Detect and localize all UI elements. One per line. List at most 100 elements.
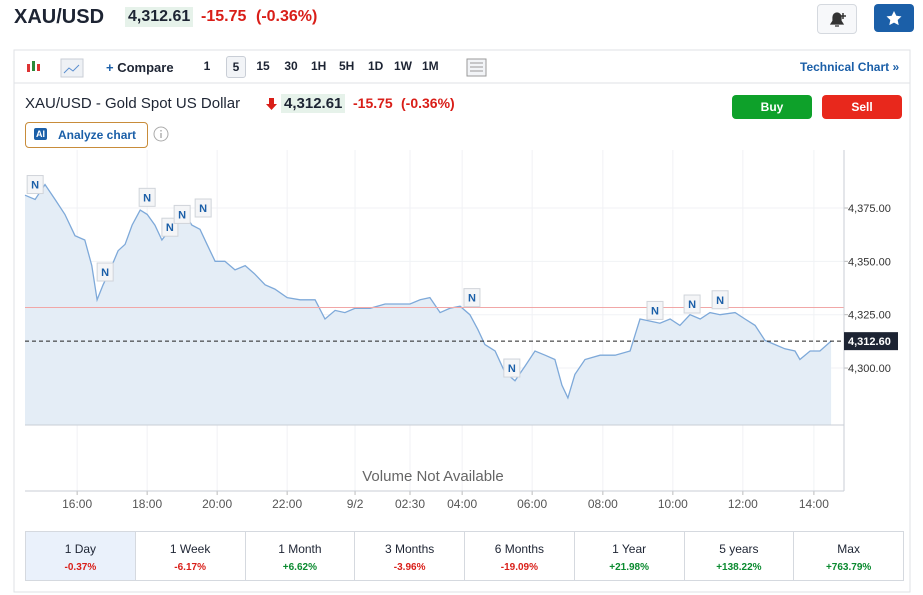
news-marker-label: N	[468, 293, 476, 305]
news-marker-label: N	[716, 295, 724, 307]
watchlist-button[interactable]	[874, 4, 914, 32]
period-label: 3 Months	[384, 542, 435, 556]
instrument-price: 4,312.61	[281, 94, 346, 113]
x-tick-label: 14:00	[799, 497, 829, 511]
last-price-box	[844, 332, 898, 351]
info-icon[interactable]	[153, 126, 171, 144]
period-label: Max	[837, 542, 860, 556]
technical-chart-label: Technical Chart	[800, 60, 890, 74]
volume-note: Volume Not Available	[362, 468, 503, 485]
period-label: 1 Week	[169, 542, 211, 556]
period-label: 5 years	[719, 542, 759, 556]
y-tick-label: 4,375.00	[848, 203, 891, 215]
x-tick-label: 18:00	[132, 497, 162, 511]
news-marker-label: N	[178, 209, 186, 221]
x-tick-label: 04:00	[447, 497, 477, 511]
interval-button[interactable]: 15	[256, 59, 270, 73]
bell-icon	[829, 12, 846, 27]
interval-button[interactable]: 5	[226, 56, 246, 78]
interval-button[interactable]: 1D	[368, 59, 384, 73]
period-cell[interactable]: 6 Months -19.09%	[464, 532, 574, 580]
period-cell[interactable]: 3 Months -3.96%	[354, 532, 464, 580]
period-cell[interactable]: 1 Month +6.62%	[244, 532, 355, 580]
period-change: -19.09%	[500, 562, 538, 573]
period-change: -6.17%	[174, 562, 206, 573]
x-tick-label: 08:00	[588, 497, 618, 511]
interval-button[interactable]: 5H	[339, 59, 355, 73]
x-tick-label: 06:00	[517, 497, 547, 511]
period-label: 1 Month	[278, 542, 322, 556]
news-marker-label: N	[199, 203, 207, 215]
news-marker-label: N	[508, 363, 516, 375]
period-cell[interactable]: Max +763.79%	[793, 532, 903, 580]
period-cell[interactable]: 1 Year +21.98%	[573, 532, 684, 580]
news-marker	[96, 262, 114, 282]
news-marker-label: N	[651, 305, 659, 317]
period-cell[interactable]: 1 Week -6.17%	[134, 532, 245, 580]
period-change: +21.98%	[609, 562, 649, 573]
card-border	[13, 49, 911, 593]
interval-button[interactable]: 1H	[311, 59, 327, 73]
instrument-change: -15.75	[353, 95, 393, 111]
analyze-button[interactable]: AI Analyze chart	[25, 122, 148, 148]
y-tick-label: 4,325.00	[848, 310, 891, 322]
symbol: XAU/USD	[14, 6, 105, 28]
news-marker	[173, 204, 191, 224]
instrument-name: XAU/USD - Gold Spot US Dollar	[25, 95, 241, 112]
news-marker-label: N	[166, 222, 174, 234]
period-label: 1 Day	[64, 542, 97, 556]
buy-button[interactable]: Buy	[732, 95, 812, 119]
news-marker	[194, 198, 212, 218]
y-tick-label: 4,300.00	[848, 363, 891, 375]
interval-button[interactable]: 1W	[394, 59, 412, 73]
compare-button[interactable]: + Compare	[106, 60, 174, 75]
compare-label: Compare	[117, 60, 174, 75]
news-marker-label: N	[688, 299, 696, 311]
news-marker	[26, 175, 44, 195]
interval-button[interactable]: 30	[284, 59, 298, 73]
news-marker-label: N	[101, 267, 109, 279]
y-tick-label: 4,350.00	[848, 256, 891, 268]
x-tick-label: 9/2	[347, 497, 364, 511]
news-marker	[646, 300, 664, 320]
x-tick-label: 20:00	[202, 497, 232, 511]
news-marker	[711, 290, 729, 310]
layout-icon[interactable]	[466, 58, 488, 78]
news-marker	[463, 288, 481, 308]
news-marker	[138, 187, 156, 207]
interval-button[interactable]: 1M	[422, 59, 439, 73]
news-marker-label: N	[143, 192, 151, 204]
period-change: +138.22%	[716, 562, 762, 573]
period-table: 1 Day -0.37% 1 Week -6.17% 1 Month +6.62% 3 Mo…	[25, 531, 904, 581]
ai-badge: AI	[34, 128, 47, 140]
analyze-label: Analyze chart	[58, 128, 137, 142]
news-marker-label: N	[31, 180, 39, 192]
x-tick-label: 12:00	[728, 497, 758, 511]
x-tick-label: 22:00	[272, 497, 302, 511]
star-icon	[886, 11, 902, 26]
period-change: +763.79%	[825, 562, 872, 573]
price: 4,312.61	[125, 7, 194, 27]
down-arrow	[266, 98, 277, 110]
area	[25, 184, 832, 425]
chart-type-icons[interactable]	[24, 58, 84, 78]
x-tick-label: 10:00	[658, 497, 688, 511]
instrument-change-pct: (-0.36%)	[401, 95, 455, 111]
alert-button[interactable]	[817, 4, 857, 34]
x-tick-label: 02:30	[395, 497, 425, 511]
price-line	[24, 183, 832, 400]
period-change: -0.37%	[64, 562, 97, 573]
period-label: 1 Year	[612, 542, 647, 556]
period-cell[interactable]: 1 Day -0.37%	[26, 532, 135, 580]
news-marker	[683, 294, 701, 314]
interval-button[interactable]: 1	[203, 59, 211, 73]
sell-button[interactable]: Sell	[822, 95, 902, 119]
period-cell[interactable]: 5 years +138.22%	[683, 532, 794, 580]
technical-chart-link[interactable]: Technical Chart »	[800, 60, 900, 74]
period-change: -3.96%	[393, 562, 426, 573]
x-tick-label: 16:00	[62, 497, 92, 511]
period-change: +6.62%	[282, 562, 317, 573]
change-pct: (-0.36%)	[256, 8, 318, 25]
